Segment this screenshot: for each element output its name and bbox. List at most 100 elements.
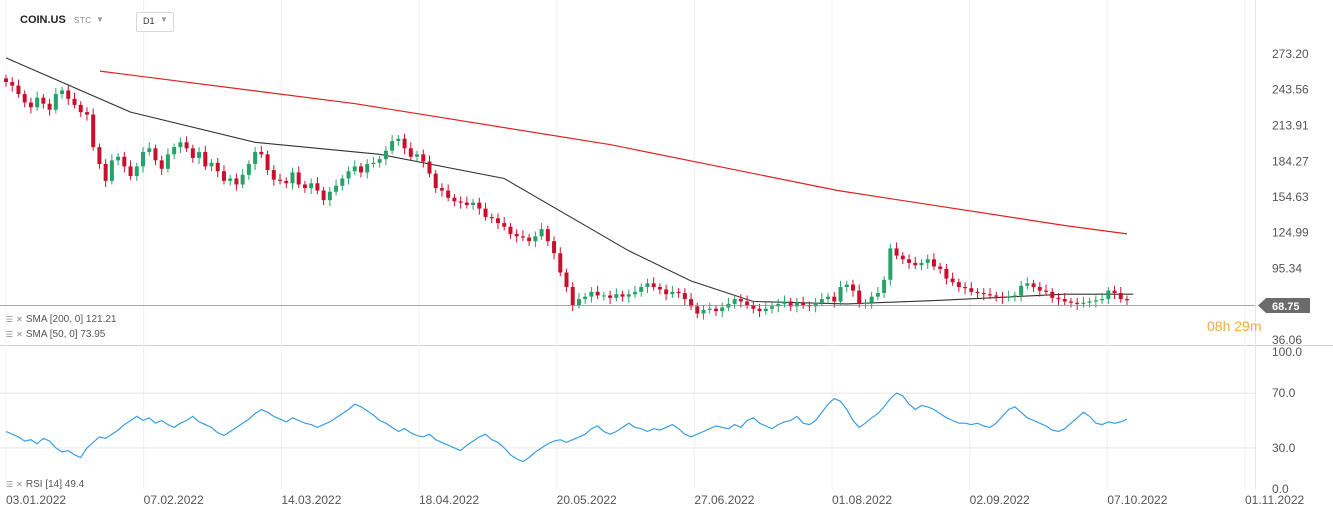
- menu-icon[interactable]: ☰: [6, 315, 14, 324]
- candle-body: [776, 303, 781, 307]
- candle-body: [66, 90, 71, 99]
- candle-body: [53, 94, 58, 110]
- candle-body: [433, 173, 438, 189]
- candle-body: [352, 166, 357, 172]
- candle-body: [514, 233, 519, 237]
- candle-body: [471, 202, 476, 205]
- timeframe-select[interactable]: D1 ▼: [136, 12, 174, 32]
- candle-body: [47, 103, 52, 110]
- candle-body: [695, 306, 700, 314]
- price-tick-label: 95.34: [1272, 262, 1302, 276]
- candle-body: [732, 299, 737, 304]
- candle-body: [458, 201, 463, 203]
- candle-body: [713, 308, 718, 312]
- candle-body: [396, 138, 401, 142]
- candle-body: [944, 268, 949, 279]
- candle-body: [334, 185, 339, 192]
- candle-body: [483, 208, 488, 218]
- candle-body: [844, 284, 849, 288]
- candle-body: [358, 166, 363, 173]
- candle-body: [72, 98, 77, 105]
- candle-body: [1006, 296, 1011, 298]
- candle-body: [869, 296, 874, 303]
- candle-body: [10, 81, 15, 86]
- candle-body: [265, 154, 270, 171]
- rsi-path: [5, 392, 1128, 463]
- candle-body: [639, 287, 644, 292]
- candle-body: [365, 163, 370, 173]
- candle-body: [91, 114, 96, 148]
- candle-body: [371, 162, 376, 164]
- candle-body: [159, 160, 164, 169]
- sma200-path: [99, 70, 1128, 235]
- rsi-legend[interactable]: ☰ ✕ RSI [14] 49.4: [6, 479, 84, 490]
- candle-body: [583, 296, 588, 300]
- candle-body: [888, 248, 893, 280]
- candle-body: [415, 154, 420, 157]
- symbol-name[interactable]: COIN.US: [20, 14, 66, 26]
- candle-body: [390, 141, 395, 151]
- menu-icon[interactable]: ☰: [6, 480, 14, 489]
- chevron-down-icon[interactable]: ▼: [96, 15, 104, 24]
- candle-body: [875, 293, 880, 297]
- candle-body: [570, 287, 575, 306]
- candle-body: [676, 291, 681, 294]
- candlestick-series[interactable]: [4, 74, 1129, 320]
- date-tick-label: 20.05.2022: [557, 493, 617, 507]
- candle-body: [981, 293, 986, 295]
- candle-body: [919, 262, 924, 266]
- sma200-legend[interactable]: ☰ ✕ SMA [200, 0] 121.21: [6, 314, 117, 325]
- candle-body: [78, 104, 83, 113]
- price-tag-background: [1258, 298, 1310, 313]
- candle-body: [128, 166, 133, 177]
- close-icon[interactable]: ✕: [16, 480, 23, 489]
- candle-body: [907, 259, 912, 263]
- candle-body: [165, 154, 170, 169]
- candle-body: [502, 223, 507, 227]
- candle-body: [963, 287, 968, 289]
- candle-body: [228, 178, 233, 181]
- candle-body: [1044, 290, 1049, 292]
- candle-body: [203, 151, 208, 167]
- menu-icon[interactable]: ☰: [6, 330, 14, 339]
- candle-body: [190, 148, 195, 158]
- candle-body: [608, 295, 613, 298]
- candle-body: [900, 255, 905, 260]
- candle-body: [377, 159, 382, 163]
- candle-body: [925, 259, 930, 263]
- rsi-legend-label: RSI [14] 49.4: [25, 479, 85, 490]
- chevron-down-icon: ▼: [160, 15, 168, 24]
- candle-body: [1050, 291, 1055, 298]
- candle-body: [209, 162, 214, 167]
- candle-body: [1100, 299, 1105, 301]
- rsi-axis: 100.0 70.0 30.0 0.0: [1272, 345, 1302, 496]
- price-tick-label: 124.99: [1272, 226, 1309, 240]
- price-tick-label: 36.06: [1272, 333, 1302, 347]
- candle-body: [645, 283, 650, 288]
- date-tick-label: 07.02.2022: [144, 493, 204, 507]
- candle-body: [1112, 290, 1117, 294]
- candle-body: [626, 294, 631, 297]
- candle-body: [558, 253, 563, 273]
- candle-body: [819, 299, 824, 303]
- candle-body: [35, 97, 40, 108]
- sma50-legend[interactable]: ☰ ✕ SMA [50, 0] 73.95: [6, 329, 105, 340]
- candle-body: [84, 112, 89, 115]
- candle-body: [60, 90, 65, 95]
- candle-body: [141, 151, 146, 167]
- candle-body: [751, 305, 756, 309]
- candle-body: [1037, 287, 1042, 291]
- candle-body: [1081, 302, 1086, 304]
- candle-body: [340, 178, 345, 186]
- candle-body: [489, 217, 494, 219]
- candle-body: [539, 229, 544, 237]
- close-icon[interactable]: ✕: [16, 315, 23, 324]
- candle-body: [327, 191, 332, 201]
- candle-body: [614, 294, 619, 298]
- candle-body: [850, 284, 855, 291]
- close-icon[interactable]: ✕: [16, 330, 23, 339]
- sma50-path: [5, 57, 1134, 305]
- candle-body: [975, 291, 980, 294]
- candle-body: [689, 299, 694, 307]
